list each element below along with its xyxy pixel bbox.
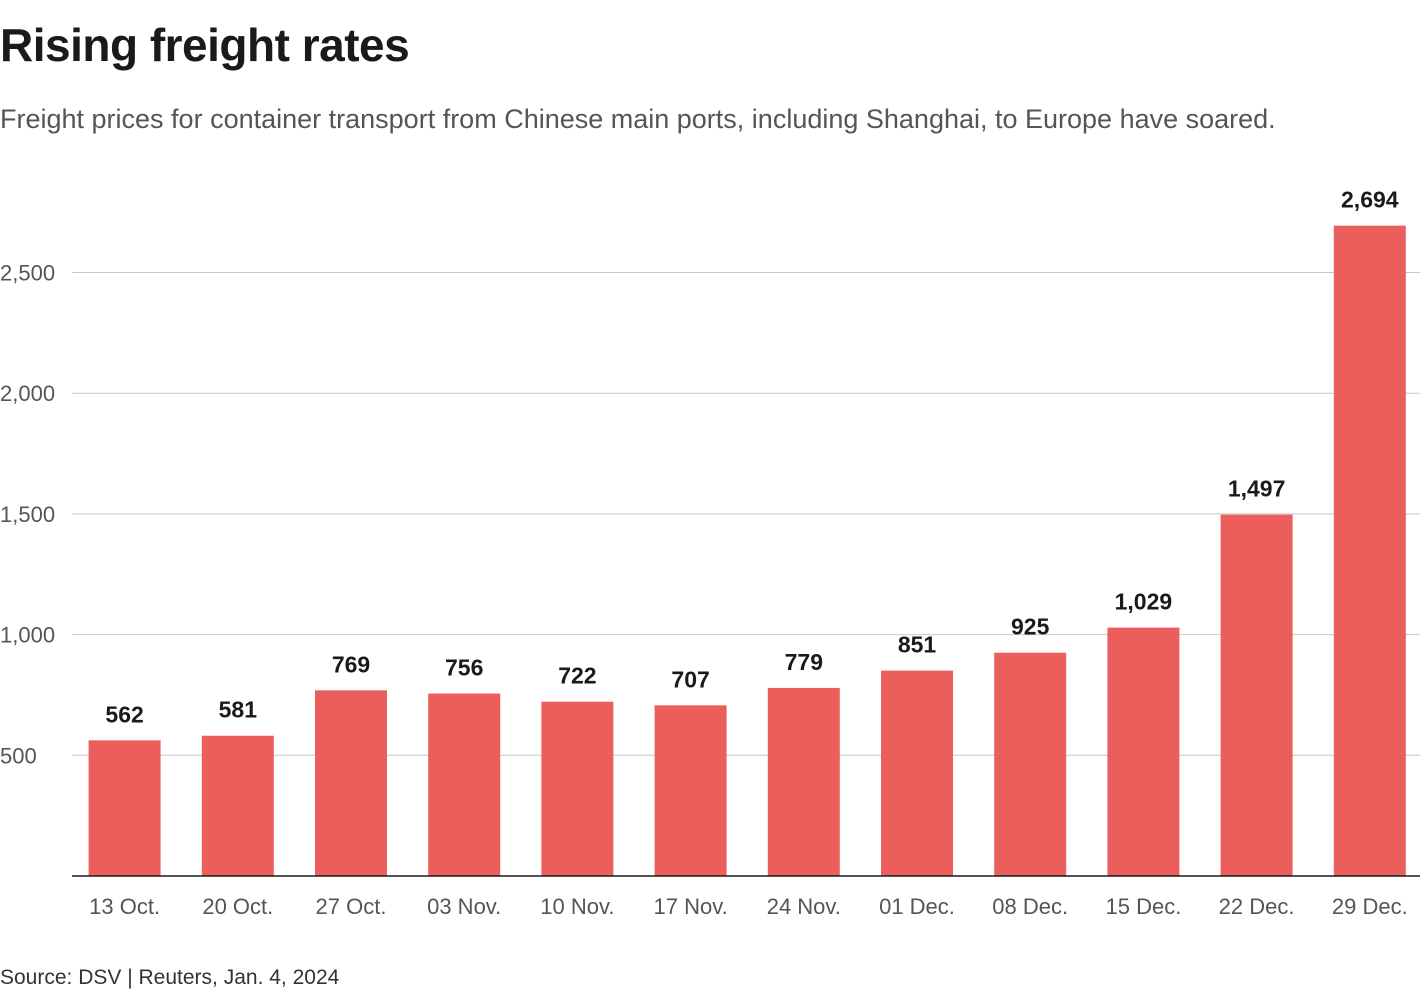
y-tick-label: 2,000 [0, 381, 55, 406]
x-tick-label: 08 Dec. [992, 894, 1068, 919]
x-tick-label: 10 Nov. [540, 894, 614, 919]
bar-value-label: 581 [219, 697, 258, 723]
bar [881, 670, 953, 876]
source-note: Source: DSV | Reuters, Jan. 4, 2024 [0, 966, 340, 989]
x-tick-label: 01 Dec. [879, 894, 955, 919]
bar [1220, 514, 1293, 876]
bar-value-label: 925 [1011, 614, 1050, 640]
chart-subtitle: Freight prices for container transport f… [0, 104, 1276, 134]
chart-title: Rising freight rates [0, 19, 410, 71]
bar-value-label: 707 [671, 666, 709, 692]
bar [654, 705, 727, 876]
bar-value-labels: 562 581 769 756 722 707 779 851 925 1,029 1,497 2,6… [105, 187, 1398, 728]
x-tick-label: 24 Nov. [767, 894, 841, 919]
bar-value-label: 756 [445, 655, 483, 681]
bar-value-label: 1,497 [1228, 476, 1286, 502]
bar-value-label: 2,694 [1341, 187, 1399, 213]
bar [1107, 627, 1180, 876]
bar-value-label: 722 [558, 663, 596, 689]
x-tick-label: 03 Nov. [427, 894, 501, 919]
bars [88, 225, 1406, 876]
bar-value-label: 851 [898, 632, 937, 658]
bar-value-label: 1,029 [1115, 589, 1173, 615]
x-tick-label: 13 Oct. [89, 894, 160, 919]
gridlines [72, 272, 1420, 756]
x-tick-label: 22 Dec. [1219, 894, 1295, 919]
x-tick-label: 17 Nov. [654, 894, 728, 919]
bar [315, 690, 387, 876]
bar-value-label: 779 [785, 649, 823, 675]
x-tick-label: 15 Dec. [1105, 894, 1181, 919]
x-tick-label: 20 Oct. [202, 894, 273, 919]
y-tick-label: 1,000 [0, 623, 55, 648]
bar [767, 687, 840, 876]
y-tick-label: 1,500 [0, 502, 55, 527]
y-tick-label: 2,500 [0, 261, 55, 286]
bar [541, 701, 614, 876]
bar [88, 740, 161, 876]
bar [201, 735, 274, 876]
bar [1333, 225, 1406, 876]
x-axis-tick-labels: 13 Oct. 20 Oct. 27 Oct. 03 Nov. 10 Nov. 17 No… [89, 894, 1408, 919]
bar [428, 693, 501, 876]
x-tick-label: 27 Oct. [316, 894, 387, 919]
x-tick-label: 29 Dec. [1332, 894, 1408, 919]
y-axis-tick-labels: 500 1,000 1,500 2,000 2,500 [0, 261, 55, 769]
y-tick-label: 500 [0, 743, 37, 768]
bar [994, 652, 1067, 876]
bar-value-label: 769 [332, 651, 370, 677]
bar-value-label: 562 [105, 701, 143, 727]
